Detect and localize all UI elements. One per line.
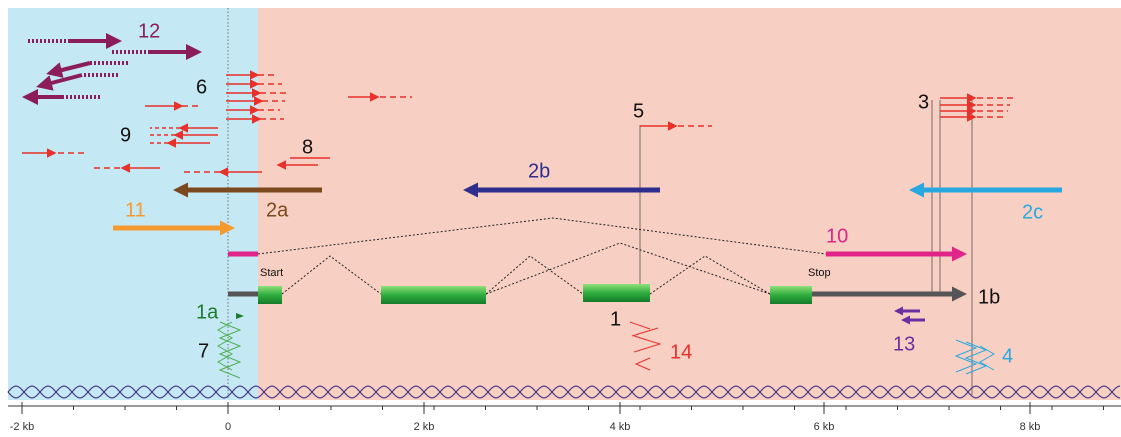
axis-tick-label: 0: [225, 421, 231, 433]
label: 7: [198, 340, 209, 362]
label: Stop: [808, 267, 831, 279]
label: 1a: [196, 301, 219, 323]
axis-tick-label: 6 kb: [814, 421, 835, 433]
background: [8, 8, 1121, 400]
axis: -2 kb 0 2 kb 4 kb 6 kb 8 kb: [8, 402, 1121, 433]
axis-tick-label: -2 kb: [10, 421, 34, 433]
exon: [770, 286, 812, 304]
label: 5: [633, 100, 644, 122]
label: 1b: [978, 286, 1000, 308]
label: 6: [196, 76, 207, 98]
label: 4: [1002, 345, 1013, 367]
transcript-map: -2 kb 0 2 kb 4 kb 6 kb 8 kb 12 6 9 8 5 3 2b 2…: [0, 0, 1121, 437]
label: 8: [302, 136, 313, 158]
axis-tick-label: 2 kb: [414, 421, 435, 433]
exon: [258, 286, 282, 304]
label: 14: [670, 341, 692, 363]
axis-tick-label: 8 kb: [1020, 421, 1041, 433]
label: Start: [260, 267, 283, 279]
label: 2b: [528, 160, 550, 182]
label: 1: [610, 308, 621, 330]
label: 13: [893, 333, 915, 355]
label: 3: [918, 91, 929, 113]
axis-tick-label: 4 kb: [610, 421, 631, 433]
label: 2a: [266, 199, 289, 221]
label: 2c: [1022, 201, 1043, 223]
label: 9: [120, 124, 131, 146]
label: 11: [125, 199, 146, 221]
exon: [583, 284, 650, 302]
exon: [381, 286, 486, 304]
label: 12: [138, 20, 160, 42]
label: 10: [826, 225, 848, 247]
